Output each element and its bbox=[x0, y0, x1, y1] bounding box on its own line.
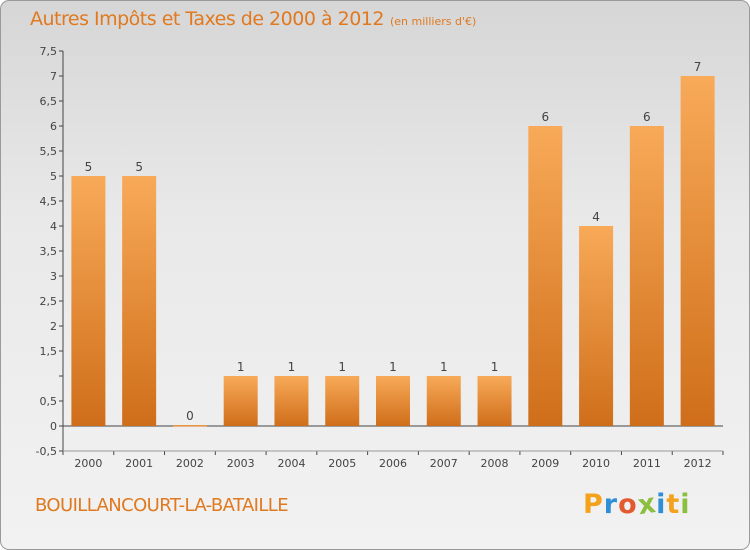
y-tick-label: -0,5 bbox=[36, 445, 57, 458]
x-tick-label: 2008 bbox=[481, 457, 509, 470]
x-tick-label: 2007 bbox=[430, 457, 458, 470]
x-tick-label: 2002 bbox=[176, 457, 204, 470]
data-label-2003: 1 bbox=[237, 360, 245, 374]
bar-2007 bbox=[426, 376, 461, 426]
data-label-2007: 1 bbox=[440, 360, 448, 374]
y-tick-label: 0 bbox=[50, 420, 57, 433]
x-tick-label: 2012 bbox=[684, 457, 712, 470]
chart-title-text: Autres Impôts et Taxes de 2000 à 2012 bbox=[30, 8, 385, 30]
data-label-2011: 6 bbox=[643, 110, 651, 124]
data-label-2001: 5 bbox=[135, 160, 143, 174]
bar-2001 bbox=[122, 176, 157, 426]
bar-2011 bbox=[629, 126, 664, 426]
data-label-2000: 5 bbox=[85, 160, 93, 174]
y-tick-label: 3 bbox=[50, 270, 57, 283]
y-tick-label: 4 bbox=[50, 220, 57, 233]
bar-2008 bbox=[477, 376, 512, 426]
data-label-2005: 1 bbox=[338, 360, 346, 374]
data-label-2004: 1 bbox=[288, 360, 296, 374]
chart-subtitle: (en milliers d'€) bbox=[390, 15, 477, 28]
bar-2004 bbox=[274, 376, 309, 426]
bar-2000 bbox=[71, 176, 106, 426]
logo-letter: o bbox=[618, 489, 638, 520]
data-label-2008: 1 bbox=[491, 360, 499, 374]
bar-2010 bbox=[579, 226, 614, 426]
bar-2009 bbox=[528, 126, 563, 426]
x-tick-label: 2010 bbox=[582, 457, 610, 470]
x-tick-label: 2004 bbox=[277, 457, 305, 470]
logo-letter: P bbox=[583, 489, 604, 520]
y-tick-label: 4,5 bbox=[40, 195, 58, 208]
bar-2002 bbox=[172, 425, 207, 427]
y-tick-label: 6,5 bbox=[40, 95, 58, 108]
data-label-2002: 0 bbox=[186, 409, 194, 423]
bar-2005 bbox=[325, 376, 360, 426]
y-tick-label: 7,5 bbox=[40, 45, 58, 58]
logo-letter: i bbox=[656, 489, 667, 520]
x-tick-label: 2011 bbox=[633, 457, 661, 470]
bar-2003 bbox=[223, 376, 258, 426]
y-tick-label: 0,5 bbox=[40, 395, 58, 408]
proxiti-logo: Proxiti bbox=[583, 487, 691, 522]
y-tick-label: 7 bbox=[50, 70, 57, 83]
x-tick-label: 2000 bbox=[74, 457, 102, 470]
logo-letter: t bbox=[666, 489, 681, 520]
logo-letter: r bbox=[603, 489, 619, 520]
x-tick-label: 2003 bbox=[227, 457, 255, 470]
y-tick-label: 5,5 bbox=[40, 145, 58, 158]
bar-2012 bbox=[680, 76, 715, 426]
commune-name: BOUILLANCOURT-LA-BATAILLE bbox=[35, 495, 289, 516]
data-label-2006: 1 bbox=[389, 360, 397, 374]
y-tick-label: 6 bbox=[50, 120, 57, 133]
data-label-2010: 4 bbox=[592, 210, 600, 224]
y-tick-label: 3,5 bbox=[40, 245, 58, 258]
x-tick-label: 2001 bbox=[125, 457, 153, 470]
y-tick-label: 5 bbox=[50, 170, 57, 183]
data-label-2009: 6 bbox=[541, 110, 549, 124]
y-tick-label: 2 bbox=[50, 320, 57, 333]
data-label-2012: 7 bbox=[694, 60, 702, 74]
x-tick-label: 2006 bbox=[379, 457, 407, 470]
chart-title: Autres Impôts et Taxes de 2000 à 2012 (en… bbox=[30, 8, 476, 30]
x-tick-label: 2009 bbox=[531, 457, 559, 470]
y-tick-label: 1,5 bbox=[40, 345, 58, 358]
logo-letter: x bbox=[635, 487, 659, 522]
x-tick-label: 2005 bbox=[328, 457, 356, 470]
bar-2006 bbox=[376, 376, 410, 426]
logo-letter: i bbox=[680, 489, 691, 520]
y-tick-label: 2,5 bbox=[40, 295, 58, 308]
